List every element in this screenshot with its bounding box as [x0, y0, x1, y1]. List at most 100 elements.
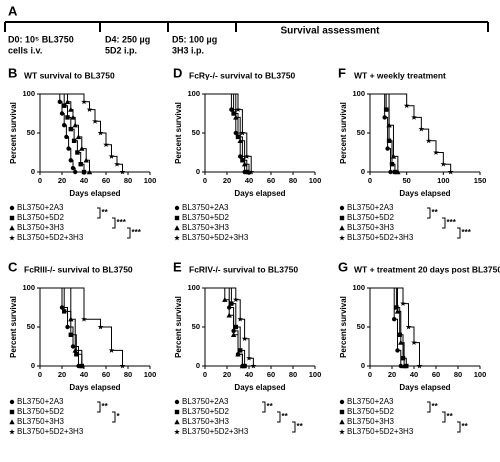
legend-label: BL3750+2A3: [347, 397, 394, 406]
marker: [235, 134, 241, 140]
marker: [62, 309, 67, 314]
legend-marker: [339, 225, 345, 231]
marker: [70, 165, 76, 171]
panel-letter: B: [8, 65, 17, 80]
x-tick-label: 0: [368, 370, 372, 379]
marker: [237, 138, 243, 143]
panel: D FcRγ-/- survival to BL3750 Percent survi…: [173, 65, 321, 242]
legend-marker: [174, 399, 180, 405]
survival-curve: [370, 93, 453, 173]
marker: [440, 161, 447, 167]
marker: [241, 335, 248, 342]
legend-label: BL3750+2A3: [182, 203, 229, 212]
marker: [83, 157, 89, 163]
marker: [103, 141, 109, 148]
legend-marker: [174, 235, 180, 241]
panel: C FcRIII-/- survival to BL3750 Percent sur…: [8, 259, 156, 436]
x-tick-label: 40: [80, 370, 88, 379]
x-tick-label: 40: [80, 176, 88, 185]
marker: [70, 344, 76, 349]
x-tick-label: 0: [203, 370, 207, 379]
legend-marker: [339, 429, 345, 435]
panel-letter: A: [8, 3, 18, 18]
marker: [108, 347, 115, 353]
legend-label: BL3750+5D2: [347, 407, 394, 416]
significance-bracket: [457, 227, 461, 239]
x-tick-label: 40: [245, 176, 253, 185]
x-tick-label: 0: [203, 176, 207, 185]
legend-label: BL3750+3H3: [347, 417, 394, 426]
marker: [411, 114, 417, 120]
marker: [418, 126, 425, 132]
marker: [243, 153, 250, 159]
marker: [242, 363, 247, 369]
y-tick-label: 50: [192, 128, 200, 137]
survival-curve: [205, 93, 251, 173]
x-axis-label: Days elapsed: [69, 189, 120, 198]
significance-label: **: [282, 412, 289, 421]
legend-marker: [174, 429, 180, 435]
legend-label: BL3750+5D2+3H3: [17, 233, 84, 242]
marker: [233, 114, 239, 120]
x-tick-label: 80: [289, 370, 297, 379]
legend-label: BL3750+5D2+3H3: [182, 233, 249, 242]
marker: [86, 106, 93, 113]
marker: [237, 316, 244, 322]
marker: [382, 115, 387, 120]
legend-marker: [9, 409, 15, 415]
significance-label: **: [432, 402, 439, 411]
marker: [401, 363, 407, 369]
panel: B WT survival to BL3750 Percent survival Da…: [8, 65, 156, 242]
event-label: 5D2 i.p.: [105, 45, 137, 55]
marker: [62, 103, 67, 108]
marker: [68, 316, 74, 322]
y-axis-label: Percent survival: [339, 102, 348, 164]
x-tick-label: 80: [124, 370, 132, 379]
event-label: 3H3 i.p.: [172, 45, 204, 55]
x-tick-label: 20: [223, 176, 231, 185]
marker: [72, 122, 78, 128]
x-axis-label: Days elapsed: [234, 383, 285, 392]
marker: [386, 138, 392, 143]
x-tick-label: 20: [58, 370, 66, 379]
significance-bracket: [112, 411, 116, 423]
significance-bracket: [97, 207, 101, 219]
legend-label: BL3750+5D2: [182, 407, 229, 416]
significance-bracket: [427, 207, 431, 219]
significance-bracket: [277, 411, 281, 423]
marker: [233, 324, 238, 330]
marker: [238, 154, 243, 159]
x-tick-label: 80: [289, 176, 297, 185]
marker: [75, 150, 80, 155]
marker: [68, 158, 74, 163]
marker: [71, 138, 77, 143]
marker: [386, 122, 392, 128]
x-axis-label: Days elapsed: [69, 383, 120, 392]
marker: [229, 107, 234, 112]
survival-curve: [370, 93, 393, 173]
survival-curve: [370, 287, 422, 367]
marker: [232, 296, 239, 303]
legend-marker: [9, 215, 15, 221]
y-tick-label: 100: [187, 89, 200, 98]
marker: [81, 169, 87, 175]
marker: [70, 114, 76, 120]
chart-title: FcRIII-/- survival to BL3750: [24, 264, 133, 274]
marker: [108, 153, 115, 159]
marker: [81, 98, 87, 105]
significance-bracket: [457, 421, 461, 433]
marker: [65, 324, 70, 330]
legend-marker: [9, 225, 15, 231]
survival-curve: [40, 287, 125, 367]
y-tick-label: 50: [27, 128, 35, 137]
legend-label: BL3750+5D2+3H3: [347, 427, 414, 436]
marker: [57, 99, 62, 105]
marker: [447, 169, 454, 175]
marker: [395, 169, 401, 175]
marker: [235, 351, 241, 357]
y-tick-label: 50: [192, 322, 200, 331]
marker: [74, 352, 79, 357]
marker: [119, 169, 126, 175]
marker: [79, 145, 85, 151]
